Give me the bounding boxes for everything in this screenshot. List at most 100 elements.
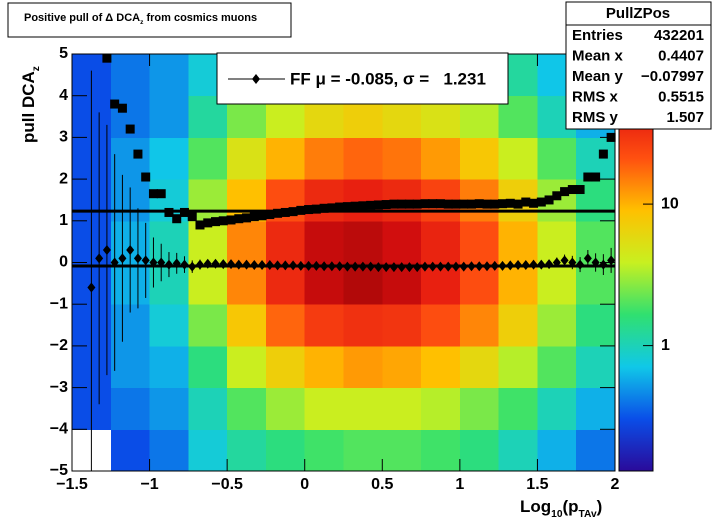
heat-cell <box>304 179 344 222</box>
square-marker <box>490 199 500 209</box>
heat-cell <box>382 304 422 347</box>
diamond-marker <box>583 253 592 264</box>
y-tick-label: 0 <box>59 254 68 271</box>
square-marker <box>280 207 290 217</box>
x-tick-label: 0.5 <box>371 476 393 493</box>
square-marker <box>482 199 492 209</box>
stats-value: 1.507 <box>666 109 704 126</box>
heat-cell <box>110 54 151 97</box>
square-marker <box>536 197 546 207</box>
heat-cell <box>110 387 151 430</box>
diamond-marker <box>420 261 429 272</box>
diamond-marker <box>258 260 267 271</box>
square-marker <box>498 199 508 209</box>
diamond-marker <box>133 253 142 264</box>
stats-key: RMS y <box>572 109 619 126</box>
diamond-marker <box>141 255 150 266</box>
heat-cell <box>421 220 461 263</box>
chart-title: Positive pull of Δ DCAz from cosmics muo… <box>24 12 257 26</box>
x-axis-title-part: (p <box>563 497 579 516</box>
x-tick-label: −1 <box>140 476 158 493</box>
heat-cell <box>304 304 344 347</box>
diamond-marker <box>506 260 515 271</box>
diamond-marker <box>521 260 530 271</box>
heat-cell <box>304 345 344 389</box>
square-marker <box>335 202 345 212</box>
diamond-marker <box>320 261 329 272</box>
square-marker <box>203 218 213 228</box>
heat-cell <box>537 304 577 347</box>
heat-cell <box>188 345 228 389</box>
y-axis-title-part: pull DCA <box>19 71 38 143</box>
x-tick-label: 1 <box>455 476 464 493</box>
heat-cell <box>537 262 577 305</box>
diamond-marker <box>436 261 445 272</box>
heat-cell <box>149 345 189 389</box>
diamond-marker <box>552 257 561 268</box>
heat-cell <box>149 387 189 430</box>
y-tick-label: 3 <box>59 129 68 146</box>
heat-cell <box>188 262 228 305</box>
square-marker <box>265 210 275 220</box>
title-box <box>7 2 292 38</box>
stats-key: Entries <box>572 27 623 44</box>
square-marker <box>125 124 135 134</box>
x-tick-label: −1.5 <box>56 476 88 493</box>
heat-cell <box>343 429 383 472</box>
stats-value: 0.5515 <box>658 88 704 105</box>
stats-value: 0.4407 <box>658 47 704 64</box>
square-marker <box>505 198 515 208</box>
heat-cell <box>421 345 461 389</box>
diamond-marker <box>459 261 468 272</box>
heat-cell <box>459 387 500 430</box>
heat-cell <box>459 429 500 472</box>
heat-cell <box>149 54 189 97</box>
heat-cell <box>149 137 189 180</box>
stats-title: PullZPos <box>606 5 670 22</box>
square-marker <box>389 199 399 209</box>
x-tick-label: 0 <box>300 476 309 493</box>
diamond-marker <box>102 244 111 255</box>
square-marker <box>273 208 283 218</box>
square-marker <box>117 103 127 113</box>
diamond-marker <box>242 259 251 270</box>
square-marker <box>211 217 221 227</box>
heat-cell <box>188 137 228 180</box>
diamond-marker <box>537 259 546 270</box>
square-marker <box>404 199 414 209</box>
y-tick-label: −1 <box>50 295 68 312</box>
heat-cell <box>498 137 538 180</box>
diamond-marker <box>529 259 538 270</box>
square-marker <box>474 199 484 209</box>
diamond-marker <box>335 261 344 272</box>
heat-cell <box>382 220 422 263</box>
square-marker <box>513 199 523 209</box>
heat-cell <box>343 137 383 180</box>
diamond-marker <box>172 258 181 269</box>
diamond-marker <box>498 260 507 271</box>
square-marker <box>567 185 577 195</box>
diamond-marker <box>157 257 166 268</box>
square-marker <box>257 211 267 221</box>
square-marker <box>598 149 608 159</box>
diamond-marker <box>382 262 391 273</box>
legend-marker <box>252 74 260 84</box>
diamond-marker <box>389 262 398 273</box>
diamond-marker <box>250 260 259 271</box>
square-marker <box>234 214 244 224</box>
diamond-marker <box>180 259 189 270</box>
diamond-marker <box>591 257 600 268</box>
square-marker <box>373 200 383 210</box>
square-marker <box>583 172 593 182</box>
chart-title-part: z <box>140 19 144 26</box>
x-axis-title-part: 10 <box>551 509 563 520</box>
diamond-marker <box>490 260 499 271</box>
square-marker <box>296 205 306 215</box>
heat-cell <box>304 220 344 263</box>
heat-cell <box>343 387 383 430</box>
diamond-marker <box>483 261 492 272</box>
square-marker <box>164 207 174 217</box>
diamond-marker <box>475 261 484 272</box>
x-tick-label: −0.5 <box>211 476 243 493</box>
heat-cell <box>459 304 500 347</box>
